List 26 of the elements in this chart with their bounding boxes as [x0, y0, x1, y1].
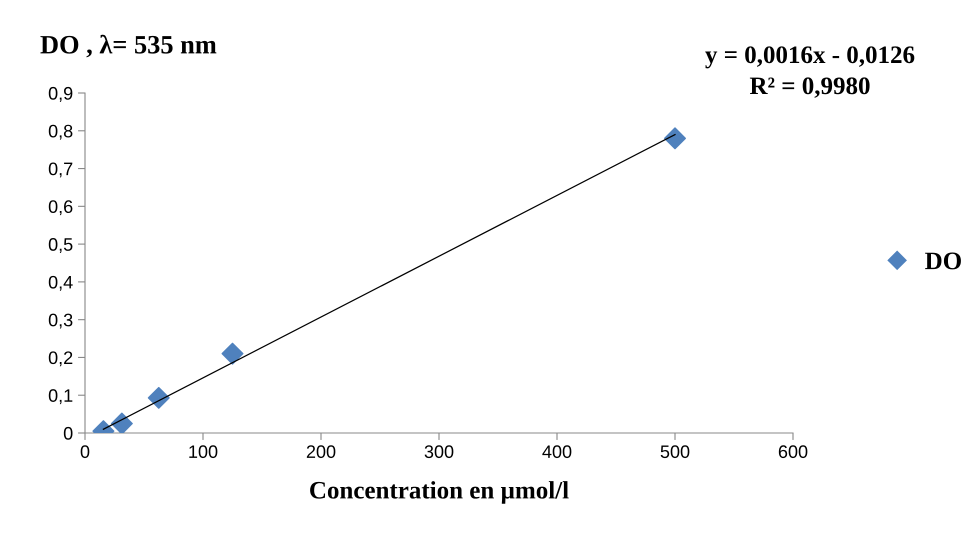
y-tick-label: 0,3 [48, 314, 72, 329]
y-tick-label: 0,2 [48, 351, 72, 366]
y-tick-label: 0 [64, 426, 72, 440]
point [148, 386, 170, 409]
point [664, 127, 686, 150]
y-tick-label: 0,9 [48, 86, 72, 102]
y-tick-label: 0,1 [48, 389, 72, 404]
x-axis-title: Concentration en µmol/l [310, 481, 569, 504]
x-tick-label: 0 [80, 445, 90, 458]
point [110, 412, 133, 433]
x-tick-label: 400 [542, 445, 572, 458]
y-tick-label: 0,4 [48, 276, 73, 291]
x-tick-label: 600 [778, 445, 808, 458]
chart-title: DO , λ= 535 nm [40, 34, 216, 58]
y-tick-label: 0,8 [48, 124, 72, 140]
x-tick-label: 500 [660, 445, 690, 458]
text: y = 0,0016x - 0,0126 [705, 46, 914, 68]
y-tick-label: 0,7 [48, 162, 72, 178]
point [222, 342, 244, 365]
annotation: R² = 0,9980 [750, 77, 870, 98]
x-tick-label: 300 [424, 445, 454, 458]
x-tick-label: 200 [306, 445, 336, 458]
y-tick-label: 0,5 [48, 238, 72, 253]
legend-label: DO [925, 252, 961, 270]
x-tick-label: 100 [189, 445, 218, 458]
y-tick-label: 0,6 [48, 200, 72, 216]
